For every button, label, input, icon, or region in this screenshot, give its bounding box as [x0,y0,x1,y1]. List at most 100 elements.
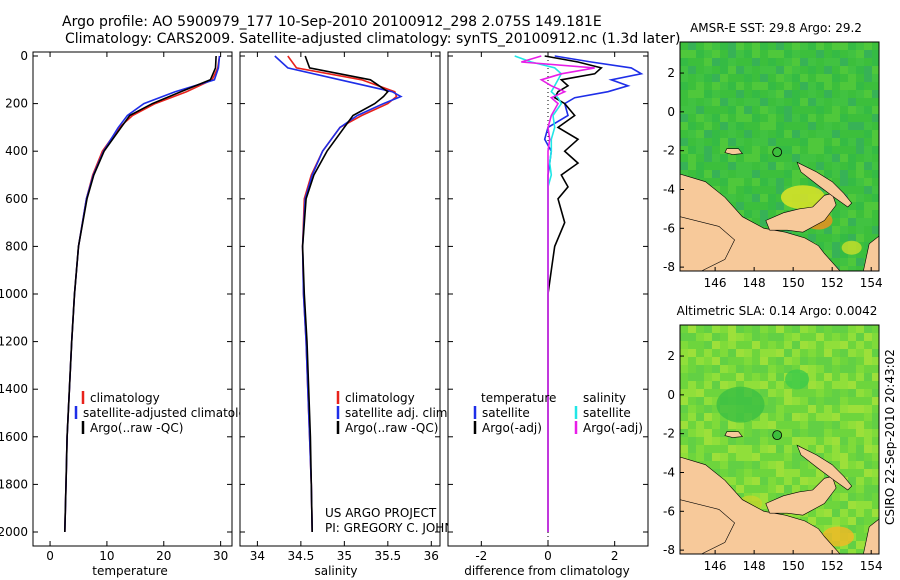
map-cell [816,421,824,429]
map-cell [808,373,816,381]
map-cell [712,397,720,405]
map-cell [760,341,768,349]
map-cell [808,517,816,525]
map-cell [872,453,879,461]
x-tick-label: 34.5 [288,549,315,563]
map-cell [848,365,856,373]
map-cell [832,349,840,357]
map-cell [776,349,784,357]
map-cell [856,533,864,541]
map-cell [864,242,872,250]
map-cell [680,413,688,421]
map-cell [712,162,720,170]
map-cell [720,138,728,146]
map-cell [696,389,704,397]
map-cell [792,357,800,365]
series-line-argo-raw-qc- [301,55,390,533]
map-cell [760,74,768,82]
map-cell [872,42,879,50]
map-cell [808,357,816,365]
map-cell [848,477,856,485]
map-cell [832,413,840,421]
map-cell [680,170,688,178]
map-cell [680,154,688,162]
map-cell [776,421,784,429]
map-cell [856,98,864,106]
map-anomaly-patch [822,526,855,547]
map-cell [744,210,752,218]
map-cell [832,389,840,397]
map-cell [776,325,784,333]
map-cell [744,130,752,138]
map-cell [776,381,784,389]
sla-map-panel: Altimetric SLA: 0.14 Argo: 0.0042 146 148… [663,304,883,573]
map-cell [864,138,872,146]
map-cell [784,162,792,170]
map-cell [720,349,728,357]
map-cell [800,122,808,130]
map-cell [832,50,840,58]
map-cell [848,541,856,549]
map-cell [760,333,768,341]
map-cell [760,154,768,162]
map-cell [752,477,760,485]
map-cell [864,469,872,477]
map-cell [688,357,696,365]
map-cell [688,138,696,146]
map-cell [712,365,720,373]
map-cell [736,485,744,493]
map-cell [776,453,784,461]
map-cell [840,357,848,365]
map-cell [808,90,816,98]
map-cell [688,341,696,349]
map-cell [768,66,776,74]
map-cell [736,469,744,477]
map-cell [712,66,720,74]
map-cell [712,106,720,114]
map-cell [808,469,816,477]
map-cell [792,122,800,130]
map-cell [864,50,872,58]
map-cell [752,162,760,170]
map-cell [680,365,688,373]
map-cell [768,194,776,202]
map-cell [760,469,768,477]
map-cell [736,349,744,357]
map-cell [808,234,816,242]
map-cell [728,66,736,74]
map-cell [696,445,704,453]
x-tick-label: 10 [99,549,114,563]
map-cell [712,333,720,341]
map-cell [784,405,792,413]
map-cell [856,42,864,50]
map-cell [848,66,856,74]
map-cell [712,50,720,58]
map-cell [840,373,848,381]
map-cell [776,154,784,162]
map-cell [696,421,704,429]
map-cell [800,477,808,485]
map-cell [696,437,704,445]
map-cell [680,453,688,461]
map-cell [752,58,760,66]
map-cell [712,146,720,154]
map-cell [816,226,824,234]
map-cell [840,437,848,445]
map-cell [768,138,776,146]
map-cell [824,445,832,453]
y-tick-label: -8 [663,260,675,274]
legend-label-argo-sal: Argo(-adj) [583,421,643,435]
map-cell [824,413,832,421]
map-cell [760,381,768,389]
y-tick-label: 2 [667,349,675,363]
map-cell [848,130,856,138]
map-cell [800,66,808,74]
map-cell [728,325,736,333]
sla-map-title: Altimetric SLA: 0.14 Argo: 0.0042 [677,304,878,318]
map-cell [816,42,824,50]
map-cell [784,469,792,477]
map-cell [728,453,736,461]
map-cell [872,517,879,525]
map-cell [832,170,840,178]
map-cell [848,405,856,413]
